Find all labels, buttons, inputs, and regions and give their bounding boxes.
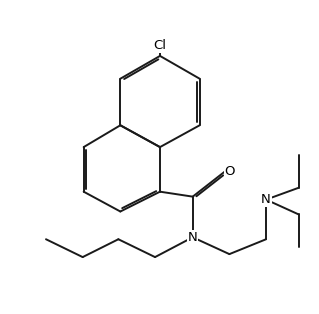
Text: O: O (225, 165, 235, 178)
Text: N: N (261, 193, 271, 206)
Text: N: N (188, 231, 197, 244)
Text: Cl: Cl (153, 39, 167, 52)
